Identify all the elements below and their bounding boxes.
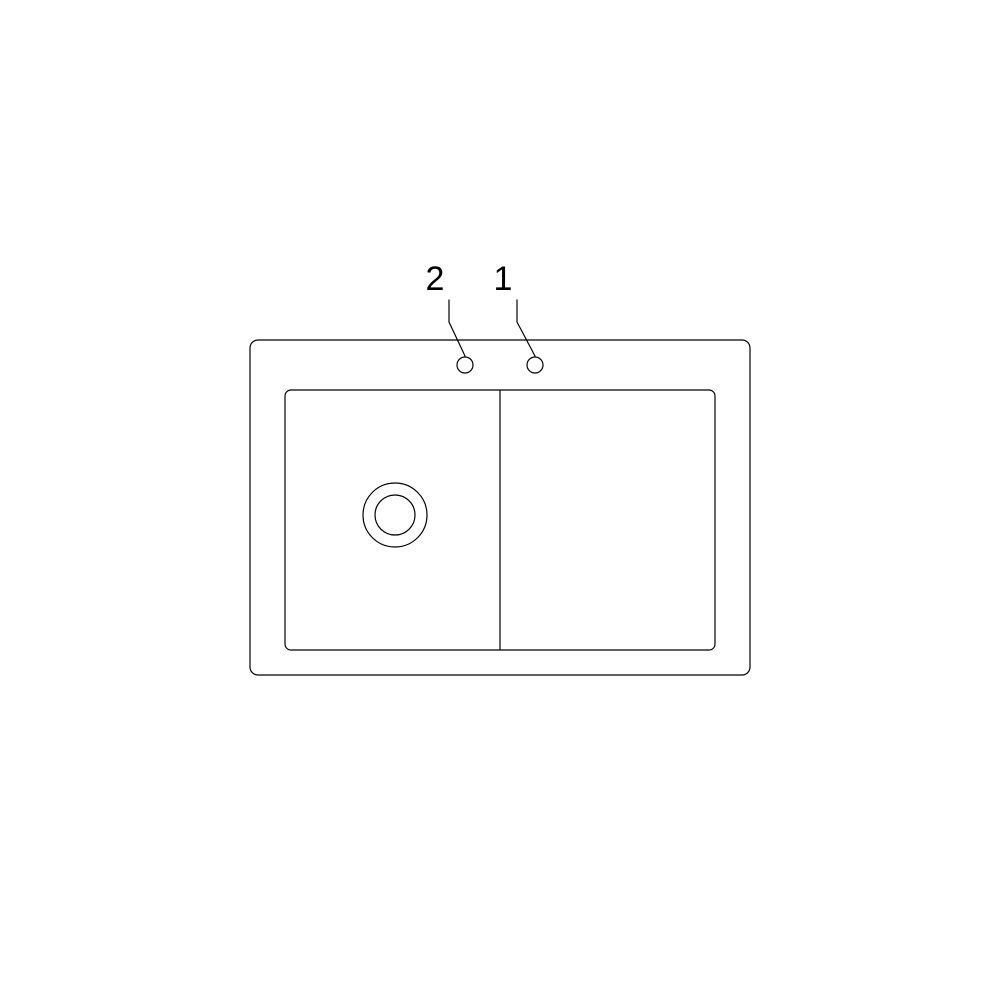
sink-technical-diagram: 21 — [0, 0, 1000, 1000]
callout-label: 2 — [426, 260, 445, 298]
callout-label: 1 — [494, 260, 513, 298]
